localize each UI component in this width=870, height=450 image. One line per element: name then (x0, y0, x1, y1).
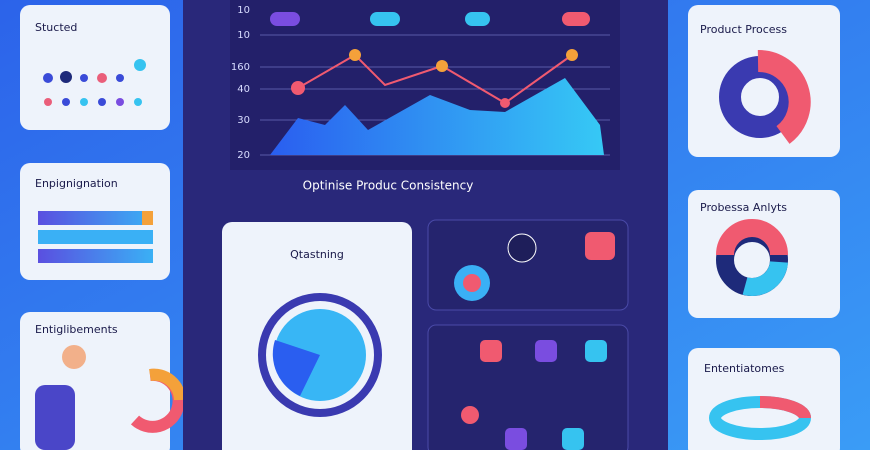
axis-labels: 10 10 160 40 30 20 (231, 5, 250, 161)
icon-box (427, 324, 629, 450)
card-title: Qtastning (290, 248, 344, 261)
card-title: Ententiatomes (704, 362, 785, 375)
chart-caption: Optinise Produc Consistency (303, 179, 474, 193)
card-title: Probessa Anlyts (700, 201, 787, 214)
area (270, 78, 604, 155)
left-card: Stucted (20, 5, 170, 130)
icon-box (427, 219, 629, 311)
chips (270, 12, 590, 26)
right-card: Probessa Anlyts (688, 190, 840, 318)
right-card: Product Process (688, 5, 840, 157)
line (297, 53, 573, 105)
axis-label: 20 (237, 150, 250, 161)
left-card: Entiglibements (20, 312, 186, 450)
card-title: Entiglibements (35, 323, 118, 336)
axis-label: 30 (237, 115, 250, 126)
axis-label: 10 (237, 30, 250, 41)
left-card: Enpignignation (20, 163, 170, 280)
card-title: Product Process (700, 23, 787, 36)
markers (291, 49, 578, 108)
card-title: Stucted (35, 21, 77, 34)
lower-card: Qtastning (222, 222, 412, 450)
card-title: Enpignignation (35, 177, 118, 190)
axis-label: 160 (231, 62, 250, 73)
axis-label: 40 (237, 84, 250, 95)
right-card: Ententiatomes (688, 348, 840, 450)
axis-label: 10 (237, 5, 250, 16)
